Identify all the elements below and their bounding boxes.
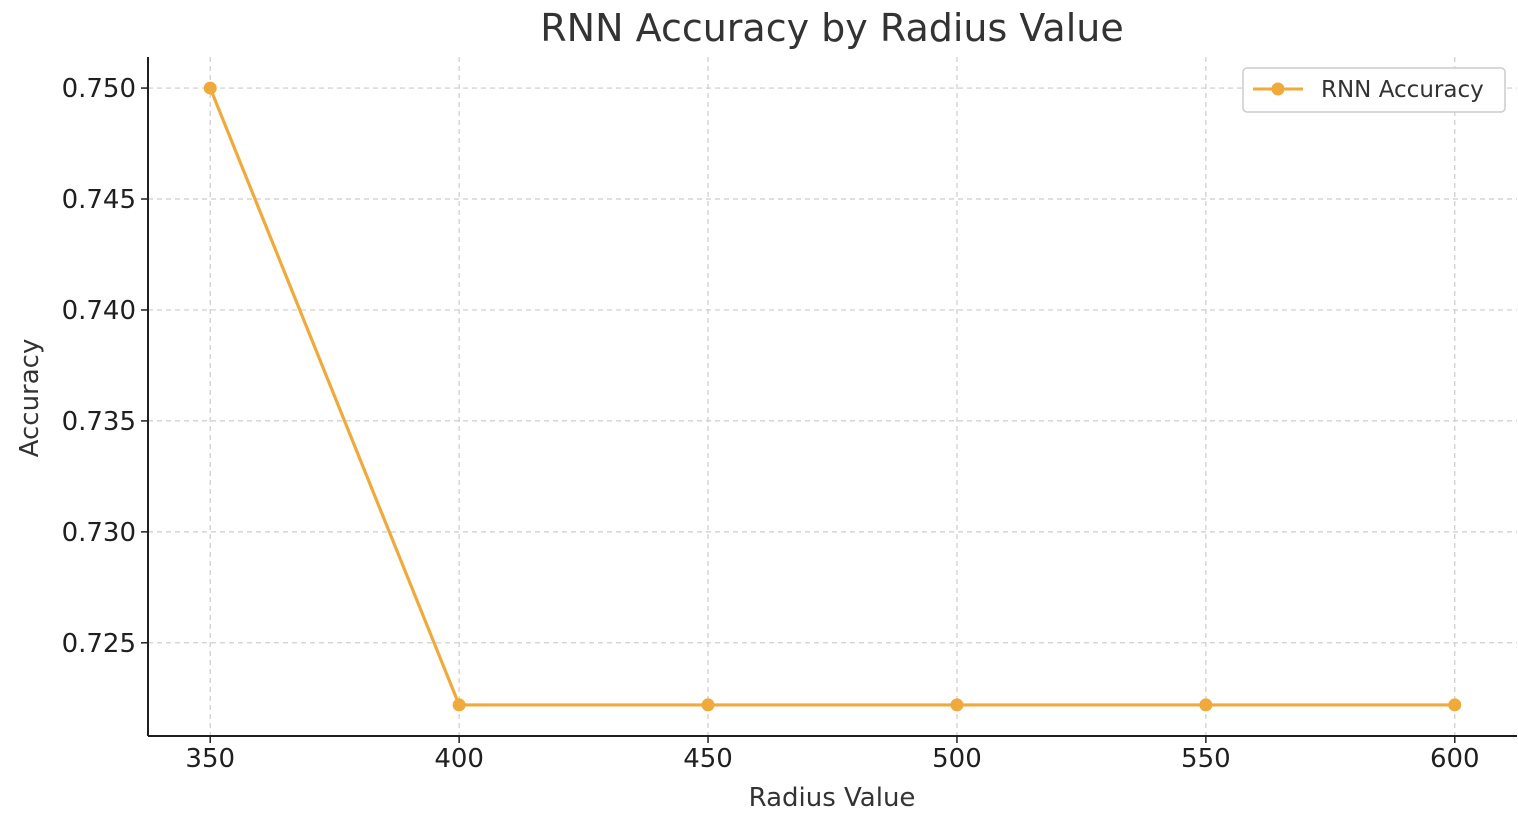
data-point bbox=[950, 698, 964, 712]
data-point bbox=[452, 698, 466, 712]
legend-label: RNN Accuracy bbox=[1321, 77, 1484, 103]
x-tick-label: 500 bbox=[932, 744, 982, 774]
y-tick-label: 0.725 bbox=[62, 629, 136, 659]
y-tick-label: 0.750 bbox=[62, 74, 136, 104]
y-tick-label: 0.740 bbox=[62, 296, 136, 326]
chart-title: RNN Accuracy by Radius Value bbox=[540, 6, 1123, 50]
data-point bbox=[1199, 698, 1213, 712]
x-axis-title: Radius Value bbox=[749, 783, 916, 813]
legend: RNN Accuracy bbox=[1242, 67, 1506, 113]
x-tick-label: 400 bbox=[434, 744, 484, 774]
x-tick-label: 450 bbox=[683, 744, 733, 774]
data-point bbox=[203, 81, 217, 95]
axes bbox=[147, 57, 1517, 737]
x-ticks: 350 400 450 500 550 600 bbox=[185, 736, 1480, 774]
data-point bbox=[701, 698, 715, 712]
legend-box bbox=[1242, 67, 1506, 113]
y-axis-title: Accuracy bbox=[15, 339, 45, 458]
y-ticks: 0.725 0.730 0.735 0.740 0.745 0.750 bbox=[62, 74, 148, 659]
y-tick-label: 0.735 bbox=[62, 407, 136, 437]
y-tick-label: 0.730 bbox=[62, 518, 136, 548]
series-line bbox=[208, 86, 1457, 707]
legend-marker-swatch bbox=[1271, 82, 1285, 96]
x-tick-label: 600 bbox=[1430, 744, 1480, 774]
data-point bbox=[1448, 698, 1462, 712]
x-tick-label: 350 bbox=[185, 744, 235, 774]
x-tick-label: 550 bbox=[1181, 744, 1231, 774]
grid bbox=[148, 57, 1517, 736]
series bbox=[203, 81, 1462, 712]
y-tick-label: 0.745 bbox=[62, 185, 136, 215]
